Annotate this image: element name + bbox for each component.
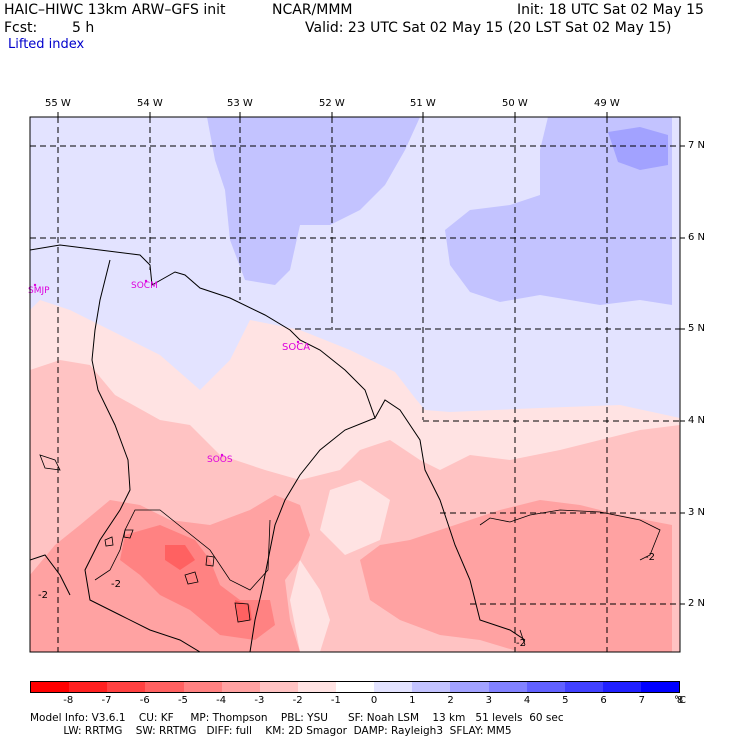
colorbar-tick-label: -1 xyxy=(330,695,341,706)
station-soca: SOCA xyxy=(282,342,310,353)
colorbar-tick-label: 5 xyxy=(562,695,569,706)
colorbar-tick-label: 4 xyxy=(523,695,531,706)
model-title: HAIC–HIWC 13km ARW–GFS init xyxy=(4,2,226,18)
model-info-line2: LW: RRTMG SW: RRTMG DIFF: full KM: 2D Sm… xyxy=(30,725,512,737)
lifted-index-map: SMJP SOCM SOCA SOOS -2 -2 -2 -2 xyxy=(28,112,685,653)
colorbar-swatch xyxy=(564,682,603,692)
colorbar-swatch xyxy=(183,682,222,692)
axis-ticks xyxy=(57,112,685,605)
fcst-value: 5 h xyxy=(72,20,95,36)
colorbar-ticks: -8 -7 -6 -5 -4 -3 -2 -1 0 1 2 3 4 5 6 7 8 xyxy=(0,695,740,707)
colorbar-swatch xyxy=(297,682,336,692)
lat-label: 7 N xyxy=(688,140,706,151)
lat-label: 3 N xyxy=(688,507,706,518)
colorbar-swatch xyxy=(450,682,489,692)
colorbar-tick-label: 2 xyxy=(447,695,454,706)
colorbar-swatch xyxy=(221,682,260,692)
colorbar-tick-label: -8 xyxy=(63,695,74,706)
colorbar-tick-label: 3 xyxy=(485,695,492,706)
colorbar-tick-label: 8 xyxy=(676,695,684,706)
lat-label: 6 N xyxy=(688,232,706,243)
lon-label: 55 W xyxy=(45,98,71,109)
colorbar-tick-label: 1 xyxy=(409,695,416,706)
init-time: Init: 18 UTC Sat 02 May 15 xyxy=(517,2,704,18)
colorbar-swatch xyxy=(145,682,184,692)
colorbar-tick-label: -5 xyxy=(177,695,188,706)
colorbar-tick-label: -6 xyxy=(139,695,150,706)
station-smjp: SMJP xyxy=(28,286,50,296)
colorbar-swatch xyxy=(526,682,565,692)
model-info-line1: Model Info: V3.6.1 CU: KF MP: Thompson P… xyxy=(30,712,564,724)
colorbar-swatch xyxy=(374,682,413,692)
colorbar-unit: °C xyxy=(674,695,686,706)
lon-label: 51 W xyxy=(410,98,436,109)
colorbar-tick-label: 0 xyxy=(370,695,378,706)
map-frame xyxy=(29,116,681,653)
colorbar-tick-label: 6 xyxy=(600,695,607,706)
colorbar-swatch xyxy=(259,682,298,692)
colorbar-tick-label: 7 xyxy=(638,695,645,706)
contour-label: -2 xyxy=(111,579,121,590)
field-title: Lifted index xyxy=(8,37,85,52)
contour-label: -2 xyxy=(516,638,526,649)
contour-lines xyxy=(39,454,661,646)
colorbar xyxy=(30,681,680,693)
coastlines xyxy=(30,244,526,652)
colorbar-swatch xyxy=(602,682,641,692)
colorbar-tick-label: -3 xyxy=(254,695,265,706)
colorbar-tick-label: -4 xyxy=(216,695,227,706)
lon-label: 53 W xyxy=(227,98,253,109)
station-markers xyxy=(33,279,300,457)
colorbar-swatch xyxy=(107,682,146,692)
contour-label: -2 xyxy=(38,590,48,601)
lat-label: 4 N xyxy=(688,415,706,426)
contour-label: -2 xyxy=(645,552,655,563)
colorbar-swatch xyxy=(336,682,375,692)
colorbar-tick-label: -2 xyxy=(292,695,303,706)
lon-label: 49 W xyxy=(594,98,620,109)
lat-label: 2 N xyxy=(688,598,706,609)
fcst-label: Fcst: xyxy=(4,20,38,36)
org-label: NCAR/MMM xyxy=(272,2,353,18)
colorbar-swatch xyxy=(641,682,680,692)
station-soos: SOOS xyxy=(207,455,233,465)
lon-label: 52 W xyxy=(319,98,345,109)
colorbar-swatch xyxy=(412,682,451,692)
shaded-field xyxy=(30,117,680,652)
lat-label: 5 N xyxy=(688,323,706,334)
lon-label: 50 W xyxy=(502,98,528,109)
colorbar-swatch xyxy=(31,682,70,692)
colorbar-tick-label: -7 xyxy=(101,695,112,706)
station-socm: SOCM xyxy=(131,281,158,291)
valid-time: Valid: 23 UTC Sat 02 May 15 (20 LST Sat … xyxy=(305,20,672,36)
colorbar-swatch xyxy=(488,682,527,692)
lat-lon-grid xyxy=(30,117,680,652)
colorbar-swatch xyxy=(69,682,108,692)
lon-label: 54 W xyxy=(137,98,163,109)
